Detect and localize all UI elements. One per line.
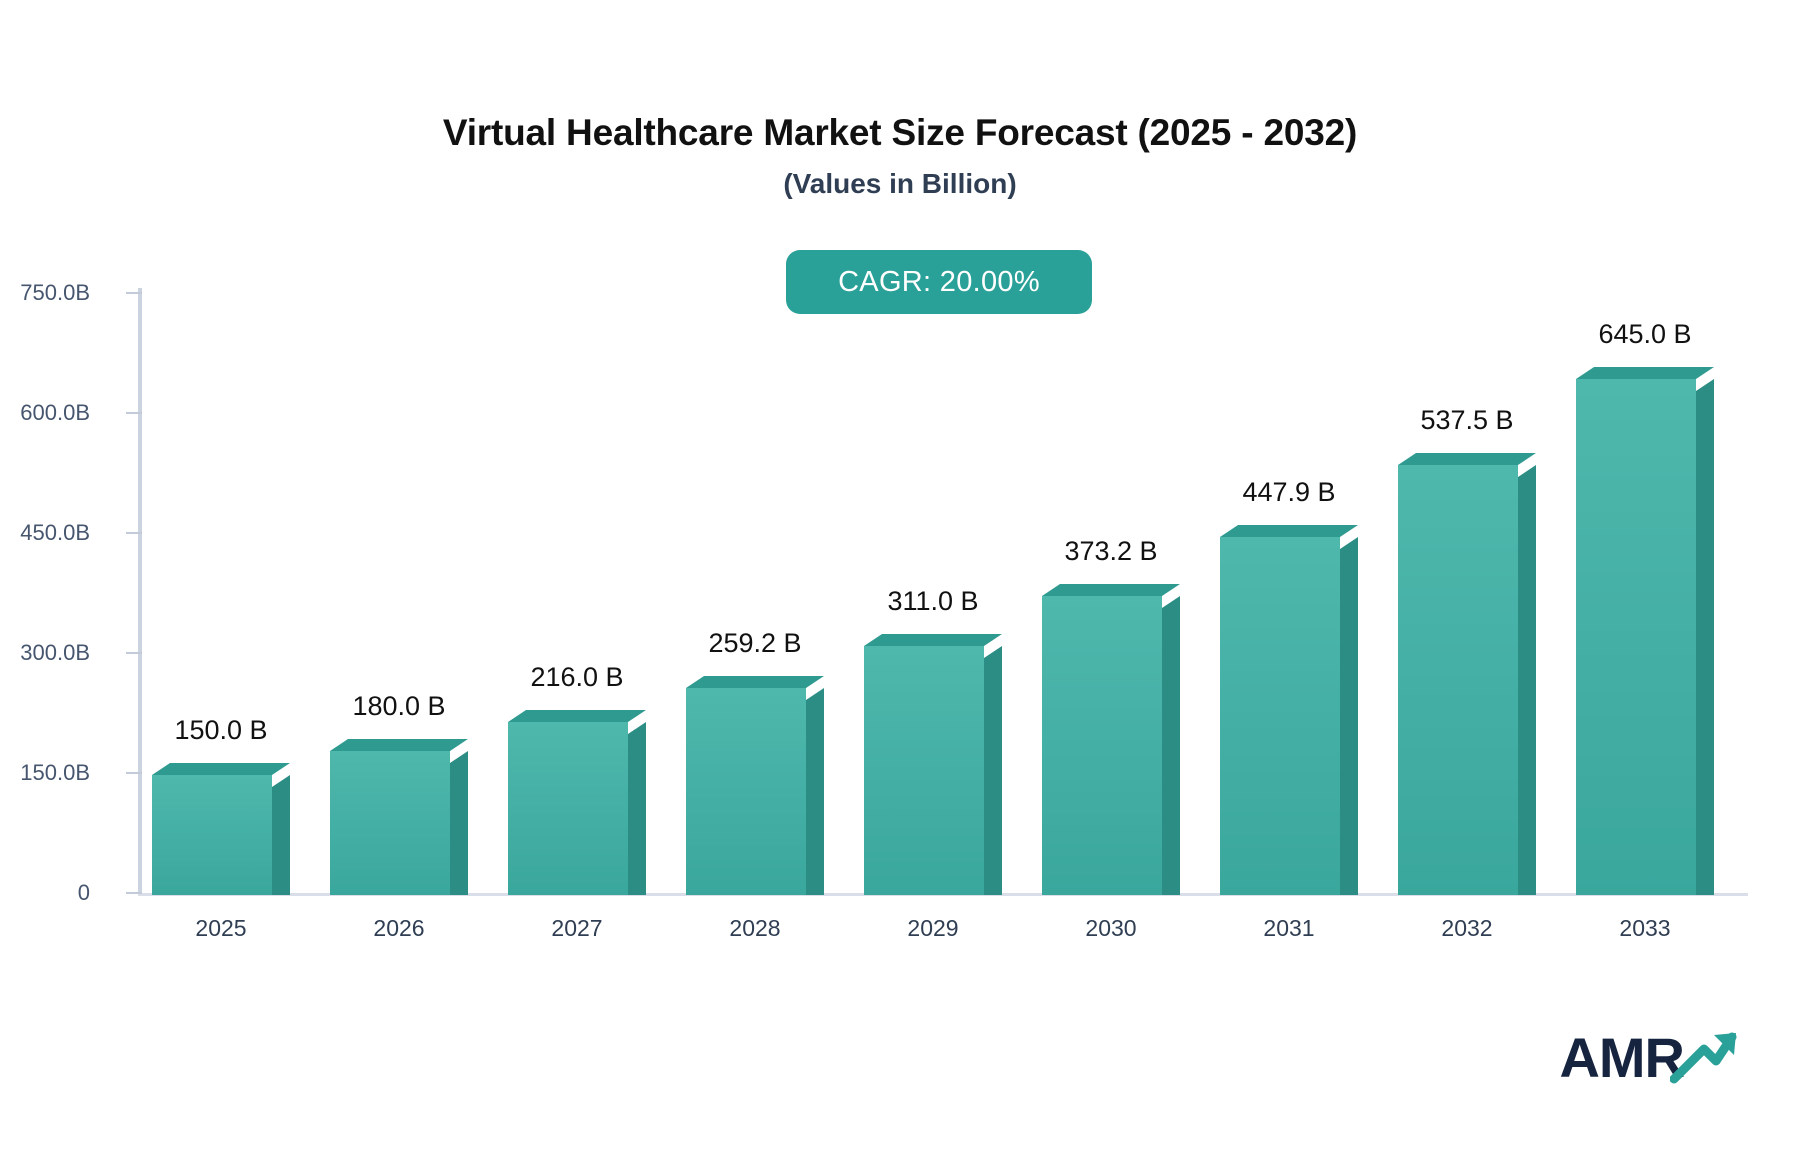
bar-side-face (628, 722, 646, 895)
bar-column[interactable] (152, 763, 290, 895)
y-axis-tick-mark (126, 652, 142, 654)
bar-top-face (508, 710, 646, 722)
bar-value-label: 311.0 B (887, 586, 979, 616)
x-axis-tick-label: 2033 (1619, 915, 1671, 941)
bar-column[interactable] (864, 634, 1002, 895)
y-axis-tick-label: 450.0B (20, 520, 90, 545)
bar-column[interactable] (1398, 453, 1536, 895)
bar-top-face (330, 739, 468, 751)
x-axis-tick-label: 2032 (1441, 915, 1493, 941)
bar-value-label: 447.9 B (1242, 477, 1336, 507)
y-axis-tick-label: 0 (77, 880, 90, 905)
bar-side-face (272, 775, 290, 895)
chart-title: Virtual Healthcare Market Size Forecast … (442, 112, 1358, 153)
y-axis-tick-mark (126, 412, 142, 414)
y-axis-tick-mark (126, 772, 142, 774)
y-axis-tick-mark (126, 892, 142, 894)
x-axis-tick-label: 2029 (907, 915, 959, 941)
bar-column[interactable] (508, 710, 646, 895)
bar-side-face (1696, 379, 1714, 895)
bar-front-face (330, 751, 450, 895)
bar-column[interactable] (686, 676, 824, 895)
bar-value-label: 216.0 B (530, 662, 624, 692)
bar-column[interactable] (1576, 367, 1714, 895)
bar-side-face (450, 751, 468, 895)
bar-side-face (1518, 465, 1536, 895)
bar-top-face (1220, 525, 1358, 537)
y-axis-tick-label: 600.0B (20, 400, 90, 425)
bar-front-face (1220, 537, 1340, 895)
bar-front-face (1576, 379, 1696, 895)
bar-value-label: 373.2 B (1064, 536, 1158, 566)
bar-top-face (1042, 584, 1180, 596)
bar-front-face (152, 775, 272, 895)
bar-front-face (864, 646, 984, 895)
bar-front-face (1398, 465, 1518, 895)
bar-top-face (1398, 453, 1536, 465)
y-axis-tick-label: 150.0B (20, 760, 90, 785)
bar-side-face (984, 646, 1002, 895)
bar-front-face (1042, 596, 1162, 895)
x-axis-tick-label: 2028 (729, 915, 781, 941)
bar-front-face (508, 722, 628, 895)
bar-value-label: 645.0 B (1598, 319, 1692, 349)
x-axis-tick-label: 2031 (1263, 915, 1315, 941)
bar-value-label: 537.5 B (1420, 405, 1514, 435)
y-axis-tick-mark (126, 292, 142, 294)
bar-front-face (686, 688, 806, 895)
y-axis-tick-label: 300.0B (20, 640, 90, 665)
bar-top-face (1576, 367, 1714, 379)
cagr-badge-label: CAGR: 20.00% (838, 265, 1040, 298)
bar-side-face (1162, 596, 1180, 895)
y-axis-tick-mark (126, 532, 142, 534)
growth-arrow-icon (1669, 1029, 1740, 1094)
bar-column[interactable] (330, 739, 468, 895)
bar-top-face (864, 634, 1002, 646)
bar-top-face (686, 676, 824, 688)
amr-logo: AMR (1559, 1021, 1740, 1094)
cagr-badge: CAGR: 20.00% (786, 250, 1092, 314)
bar-side-face (1340, 537, 1358, 895)
bar-value-label: 180.0 B (352, 691, 446, 721)
y-axis-line (138, 288, 142, 895)
bar-column[interactable] (1220, 525, 1358, 895)
bar-column[interactable] (1042, 584, 1180, 895)
x-axis-tick-label: 2027 (551, 915, 603, 941)
x-axis-tick-label: 2030 (1085, 915, 1137, 941)
x-axis-tick-label: 2025 (195, 915, 247, 941)
chart-subtitle: (Values in Billion) (783, 168, 1017, 199)
bar-top-face (152, 763, 290, 775)
bar-side-face (806, 688, 824, 895)
x-axis-tick-label: 2026 (373, 915, 425, 941)
y-axis-tick-label: 750.0B (20, 280, 90, 305)
bar-value-label: 259.2 B (708, 628, 802, 658)
bar-value-label: 150.0 B (174, 715, 268, 745)
amr-wordmark: AMR (1559, 1025, 1685, 1089)
